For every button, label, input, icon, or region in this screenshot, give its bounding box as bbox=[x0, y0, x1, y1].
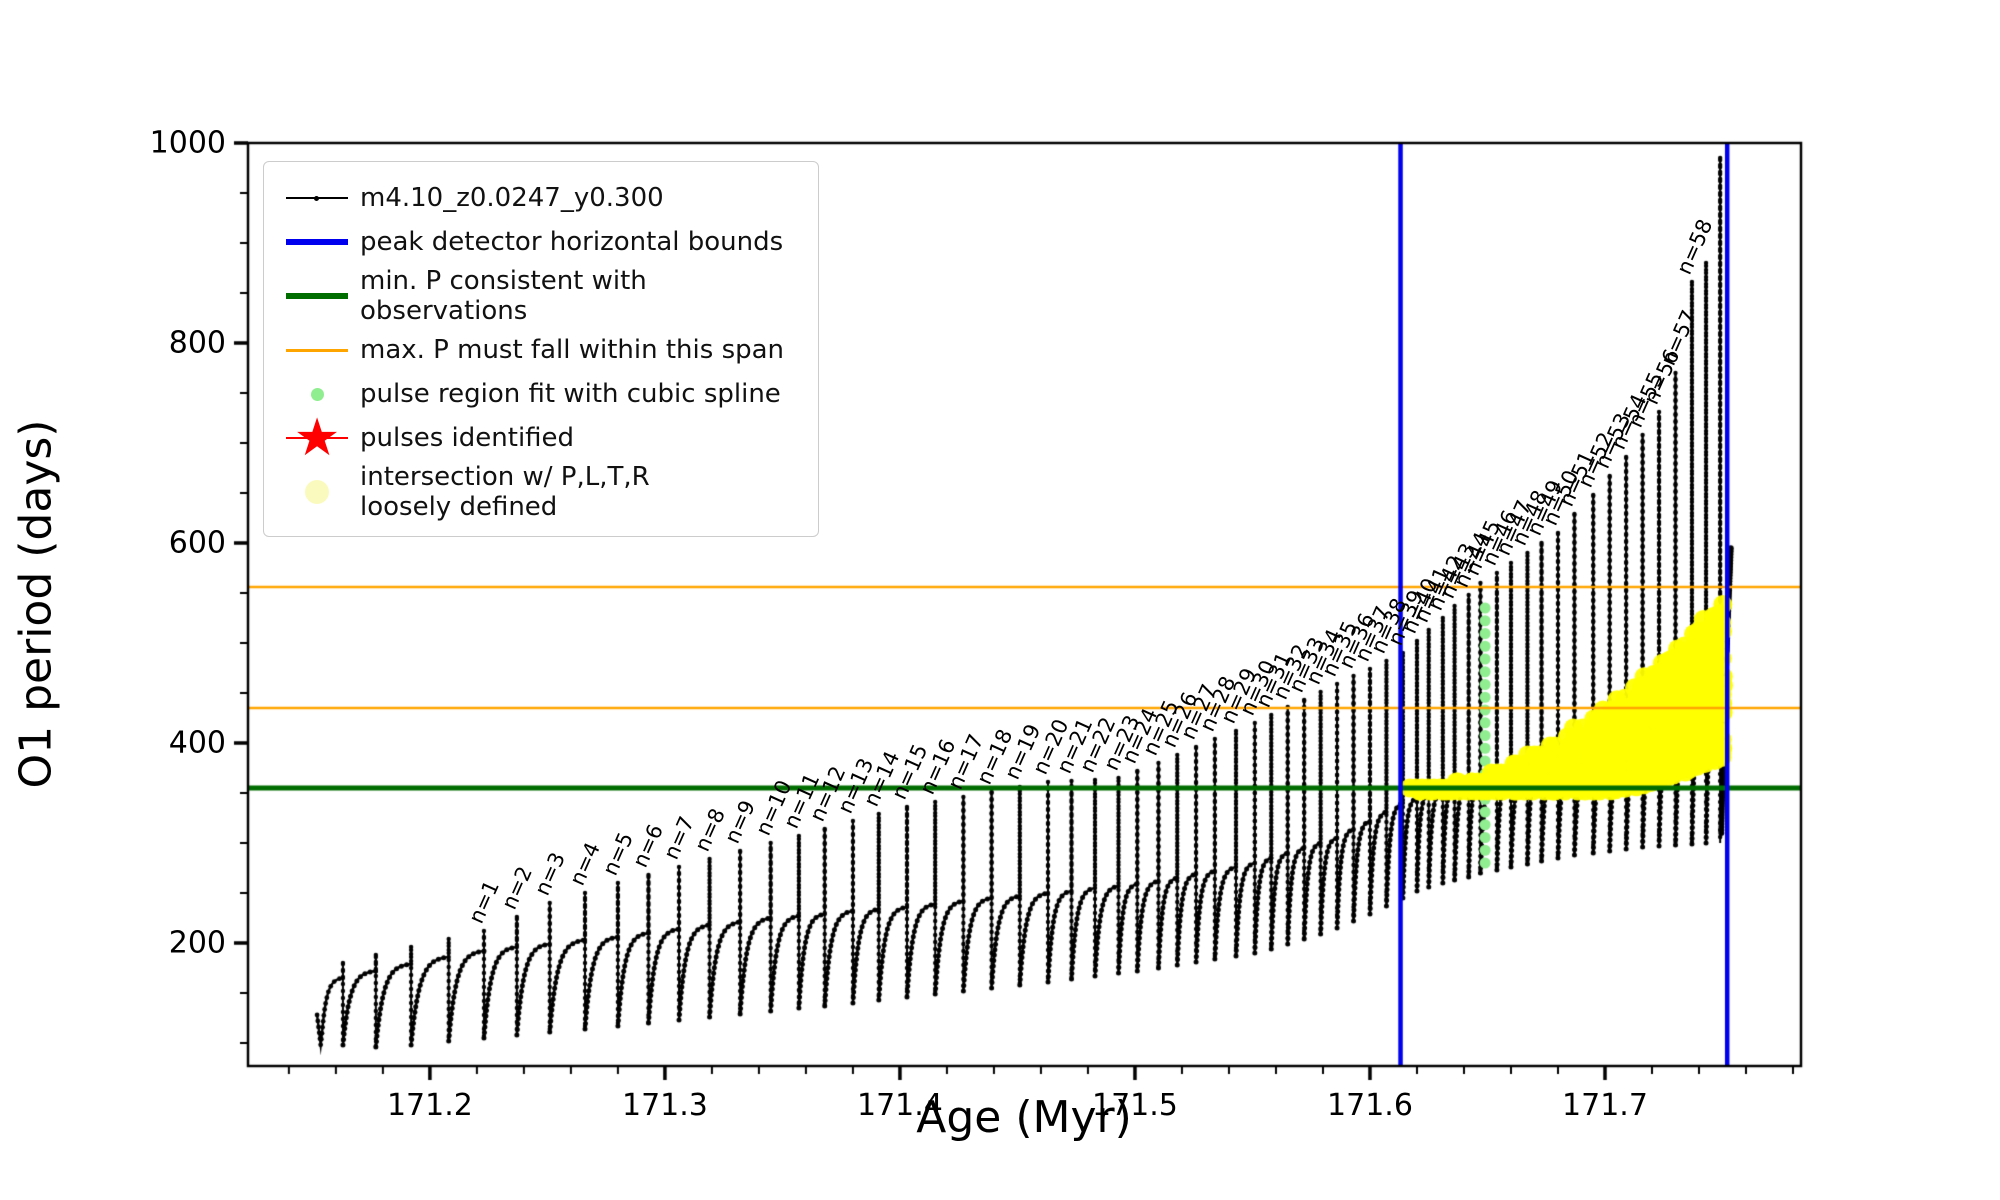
orange-line-marker-icon bbox=[274, 330, 360, 370]
green-line-marker-icon bbox=[274, 276, 360, 316]
legend-item-model-track: m4.10_z0.0247_y0.300 bbox=[274, 178, 804, 218]
paleyellow-dot-marker-icon bbox=[274, 472, 360, 512]
legend-label: min. P consistent with observations bbox=[360, 266, 647, 326]
legend-item-pulse-region-fit: pulse region fit with cubic spline bbox=[274, 374, 804, 414]
legend: m4.10_z0.0247_y0.300 peak detector horiz… bbox=[263, 161, 819, 537]
legend-label: m4.10_z0.0247_y0.300 bbox=[360, 183, 664, 213]
legend-item-min-P: min. P consistent with observations bbox=[274, 266, 804, 326]
legend-label: max. P must fall within this span bbox=[360, 335, 785, 365]
legend-label: pulse region fit with cubic spline bbox=[360, 379, 781, 409]
y-axis-label: O1 period (days) bbox=[10, 419, 62, 789]
x-tick-label: 171.6 bbox=[1327, 1088, 1413, 1123]
legend-item-max-P-span: max. P must fall within this span bbox=[274, 330, 804, 370]
x-tick-label: 171.3 bbox=[621, 1088, 708, 1123]
x-axis-label: Age (Myr) bbox=[916, 1092, 1132, 1143]
y-tick-label: 800 bbox=[168, 325, 226, 361]
y-tick-label: 200 bbox=[168, 925, 226, 961]
legend-item-intersection: intersection w/ P,L,T,R loosely defined bbox=[274, 462, 804, 522]
legend-item-peak-detector-bounds: peak detector horizontal bounds bbox=[274, 222, 804, 262]
black-line-dot-marker-icon bbox=[274, 178, 360, 218]
x-tick-label: 171.4 bbox=[856, 1088, 943, 1123]
red-star-marker-icon: ★ bbox=[274, 412, 360, 464]
legend-label: pulses identified bbox=[360, 423, 575, 453]
x-tick-label: 171.5 bbox=[1092, 1088, 1178, 1123]
x-tick-label: 171.7 bbox=[1562, 1088, 1648, 1123]
lightgreen-dot-marker-icon bbox=[274, 374, 360, 414]
y-tick-label: 400 bbox=[168, 725, 226, 761]
legend-label: peak detector horizontal bounds bbox=[360, 227, 784, 257]
y-tick-label: 1000 bbox=[149, 125, 226, 161]
y-tick-label: 600 bbox=[168, 525, 226, 561]
x-tick-label: 171.2 bbox=[386, 1088, 473, 1123]
legend-item-pulses-identified: ★ pulses identified bbox=[274, 412, 804, 464]
blue-line-marker-icon bbox=[274, 222, 360, 262]
legend-label: intersection w/ P,L,T,R loosely defined bbox=[360, 462, 650, 522]
